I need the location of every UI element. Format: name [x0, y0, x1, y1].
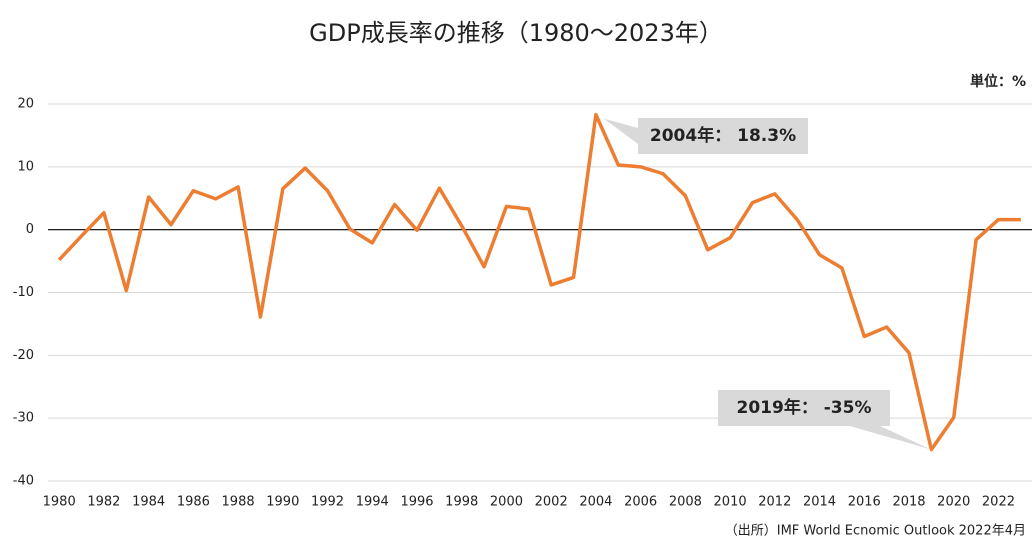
x-tick-label: 2020 [937, 495, 970, 510]
y-tick-label: -30 [13, 411, 34, 426]
x-tick-label: 2022 [982, 495, 1015, 510]
annotation: 2019年： -35% [737, 397, 872, 418]
x-tick-label: 2000 [490, 495, 523, 510]
x-tick-label: 2008 [669, 495, 702, 510]
y-tick-label: 20 [17, 97, 34, 112]
unit-label: 単位：% [970, 73, 1026, 90]
x-tick-label: 2002 [535, 495, 568, 510]
x-tick-label: 2004 [579, 495, 612, 510]
x-tick-label: 1994 [356, 495, 389, 510]
y-tick-label: -20 [13, 348, 34, 363]
y-tick-label: 0 [26, 222, 34, 237]
chart-title: GDP成長率の推移（1980～2023年） [309, 19, 723, 47]
x-tick-label: 1998 [445, 495, 478, 510]
x-tick-label: 1986 [177, 495, 210, 510]
callout-pointer [850, 426, 932, 450]
x-tick-label: 1980 [43, 495, 76, 510]
y-tick-label: -40 [13, 474, 34, 489]
y-tick-label: 10 [17, 159, 34, 174]
y-tick-label: -10 [13, 285, 34, 300]
source-note: （出所）IMF World Ecnomic Outlook 2022年4月 [725, 524, 1026, 539]
x-tick-label: 1990 [266, 495, 299, 510]
x-tick-label: 1996 [400, 495, 433, 510]
x-tick-label: 2012 [758, 495, 791, 510]
x-tick-label: 2014 [803, 495, 836, 510]
callout-box [718, 390, 890, 426]
data-line [57, 112, 1021, 452]
x-tick-label: 2018 [892, 495, 925, 510]
x-tick-label: 1982 [87, 495, 120, 510]
x-tick-label: 1992 [311, 495, 344, 510]
callout-box [638, 118, 808, 154]
x-tick-label: 2016 [848, 495, 881, 510]
x-tick-label: 1988 [222, 495, 255, 510]
x-tick-label: 1984 [132, 495, 165, 510]
annotation: 2004年： 18.3% [650, 125, 796, 146]
callout-pointer [603, 118, 638, 144]
x-tick-label: 2010 [714, 495, 747, 510]
x-tick-label: 2006 [624, 495, 657, 510]
